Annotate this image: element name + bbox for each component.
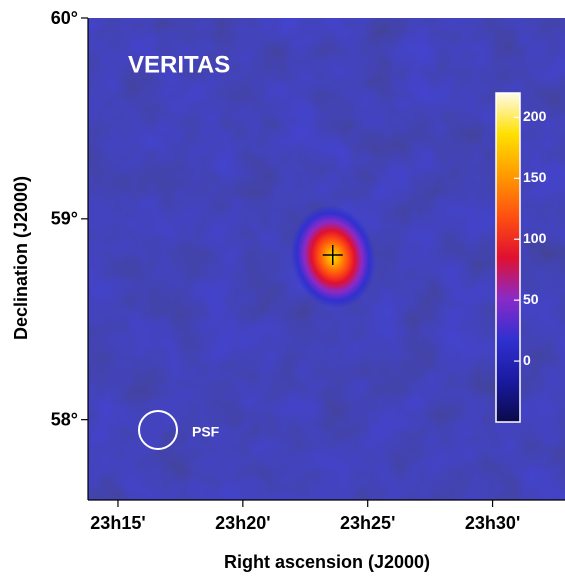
x-axis-title: Right ascension (J2000): [224, 552, 430, 572]
y-tick-label: 60°: [51, 8, 78, 28]
colorbar-tick-label: 0: [523, 352, 531, 368]
psf-label: PSF: [192, 424, 220, 440]
x-tick-label: 23h20': [215, 513, 270, 533]
map-title: VERITAS: [128, 51, 230, 78]
colorbar: [495, 92, 521, 423]
x-tick-label: 23h30': [465, 513, 520, 533]
x-tick-label: 23h15': [90, 513, 145, 533]
colorbar-tick-label: 100: [523, 230, 547, 246]
y-tick-label: 59°: [51, 209, 78, 229]
colorbar-tick-label: 50: [523, 291, 539, 307]
colorbar-tick-label: 200: [523, 108, 547, 124]
x-tick-label: 23h25': [340, 513, 395, 533]
sky-map: [88, 18, 565, 500]
y-axis-title: Declination (J2000): [11, 176, 31, 340]
y-tick-label: 58°: [51, 409, 78, 429]
colorbar-tick-label: 150: [523, 169, 547, 185]
psf-circle: [138, 410, 178, 450]
